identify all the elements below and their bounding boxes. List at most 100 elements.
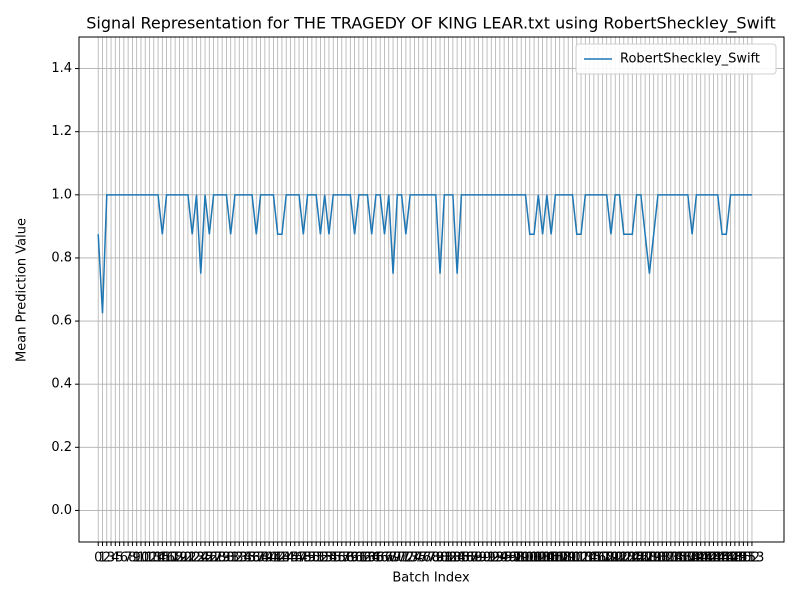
x-tick-label: 107: [543, 551, 568, 566]
x-tick-label: 93: [487, 551, 504, 566]
x-tick-label: 92: [483, 551, 500, 566]
x-tick-label: 32: [227, 551, 244, 566]
x-tick-label: 83: [445, 551, 462, 566]
x-tick-label: 4: [111, 551, 119, 566]
x-tick-label: 66: [372, 551, 389, 566]
x-tick-label: 50: [304, 551, 321, 566]
x-tick-label: 2: [103, 551, 111, 566]
x-tick-label: 37: [248, 551, 265, 566]
x-tick-label: 105: [534, 551, 559, 566]
y-tick-label: 1.0: [51, 187, 72, 202]
y-tick-label: 0.4: [51, 377, 72, 392]
x-tick-label: 13: [145, 551, 162, 566]
x-tick-label: 77: [419, 551, 436, 566]
x-tick-label: 74: [406, 551, 423, 566]
legend-box: [575, 43, 777, 75]
x-tick-label: 63: [359, 551, 376, 566]
x-tick-label: 102: [522, 551, 547, 566]
legend-label: RobertSheckley_Swift: [620, 52, 760, 67]
x-tick-label: 80: [432, 551, 449, 566]
x-axis-label: Batch Index: [392, 571, 470, 586]
x-tick-label: 150: [727, 551, 752, 566]
x-tick-label: 86: [457, 551, 474, 566]
x-tick-label: 41: [265, 551, 282, 566]
x-tick-label: 24: [192, 551, 209, 566]
data-line: [97, 194, 752, 314]
y-tick-label: 0.2: [51, 440, 72, 455]
x-tick-label: 48: [295, 551, 312, 566]
x-tick-label: 79: [427, 551, 444, 566]
x-tick-label: 147: [714, 551, 739, 566]
x-tick-label: 30: [218, 551, 235, 566]
x-tick-label: 142: [693, 551, 718, 566]
x-tick-label: 76: [415, 551, 432, 566]
x-tick-label: 70: [389, 551, 406, 566]
x-tick-label: 87: [462, 551, 479, 566]
x-tick-label: 134: [658, 551, 683, 566]
x-tick-label: 52: [312, 551, 329, 566]
x-tick-label: 118: [590, 551, 615, 566]
x-tick-label: 106: [539, 551, 564, 566]
x-tick-label: 33: [231, 551, 248, 566]
x-tick-label: 54: [321, 551, 338, 566]
x-tick-label: 137: [671, 551, 696, 566]
x-tick-label: 131: [646, 551, 671, 566]
x-tick-label: 6: [120, 551, 128, 566]
x-tick-label: 112: [564, 551, 589, 566]
x-tick-label: 145: [705, 551, 730, 566]
x-tick-label: 110: [556, 551, 581, 566]
x-tick-label: 109: [552, 551, 577, 566]
x-tick-label: 17: [163, 551, 180, 566]
x-tick-label: 90: [474, 551, 491, 566]
x-tick-label: 9: [133, 551, 141, 566]
x-tick-label: 5: [115, 551, 123, 566]
x-tick-label: 95: [496, 551, 513, 566]
x-tick-label: 120: [599, 551, 624, 566]
x-tick-label: 89: [470, 551, 487, 566]
x-tick-label: 57: [333, 551, 350, 566]
x-tick-label: 45: [282, 551, 299, 566]
x-tick-label: 61: [351, 551, 368, 566]
x-tick-label: 111: [560, 551, 585, 566]
x-tick-label: 81: [436, 551, 453, 566]
x-tick-label: 117: [586, 551, 611, 566]
y-axis-label: Mean Prediction Value: [15, 218, 30, 362]
x-tick-label: 65: [368, 551, 385, 566]
x-tick-label: 69: [385, 551, 402, 566]
x-tick-label: 97: [504, 551, 521, 566]
x-tick-label: 133: [654, 551, 679, 566]
x-tick-label: 58: [338, 551, 355, 566]
x-tick-label: 59: [342, 551, 359, 566]
x-tick-label: 14: [150, 551, 167, 566]
x-tick-label: 7: [124, 551, 132, 566]
x-tick-label: 146: [710, 551, 735, 566]
x-tick-label: 56: [329, 551, 346, 566]
y-tick-label: 1.2: [51, 124, 72, 139]
x-tick-label: 49: [299, 551, 316, 566]
x-tick-label: 1: [98, 551, 106, 566]
x-tick-label: 47: [291, 551, 308, 566]
x-tick-label: 151: [731, 551, 756, 566]
x-tick-label: 143: [697, 551, 722, 566]
x-tick-label: 130: [641, 551, 666, 566]
x-tick-label: 60: [346, 551, 363, 566]
x-tick-label: 3: [107, 551, 115, 566]
x-tick-label: 28: [210, 551, 227, 566]
x-tick-label: 36: [244, 551, 261, 566]
x-tick-label: 128: [633, 551, 658, 566]
x-tick-label: 38: [252, 551, 269, 566]
x-tick-label: 64: [363, 551, 380, 566]
x-tick-label: 39: [257, 551, 274, 566]
x-tick-label: 98: [509, 551, 526, 566]
x-tick-label: 27: [205, 551, 222, 566]
x-tick-label: 121: [603, 551, 628, 566]
chart-title: Signal Representation for THE TRAGEDY OF…: [86, 14, 776, 34]
x-tick-label: 132: [650, 551, 675, 566]
x-tick-label: 125: [620, 551, 645, 566]
x-tick-label: 26: [201, 551, 218, 566]
x-tick-label: 11: [137, 551, 154, 566]
x-tick-label: 141: [688, 551, 713, 566]
x-tick-label: 43: [274, 551, 291, 566]
x-tick-label: 34: [235, 551, 252, 566]
x-tick-label: 44: [278, 551, 295, 566]
